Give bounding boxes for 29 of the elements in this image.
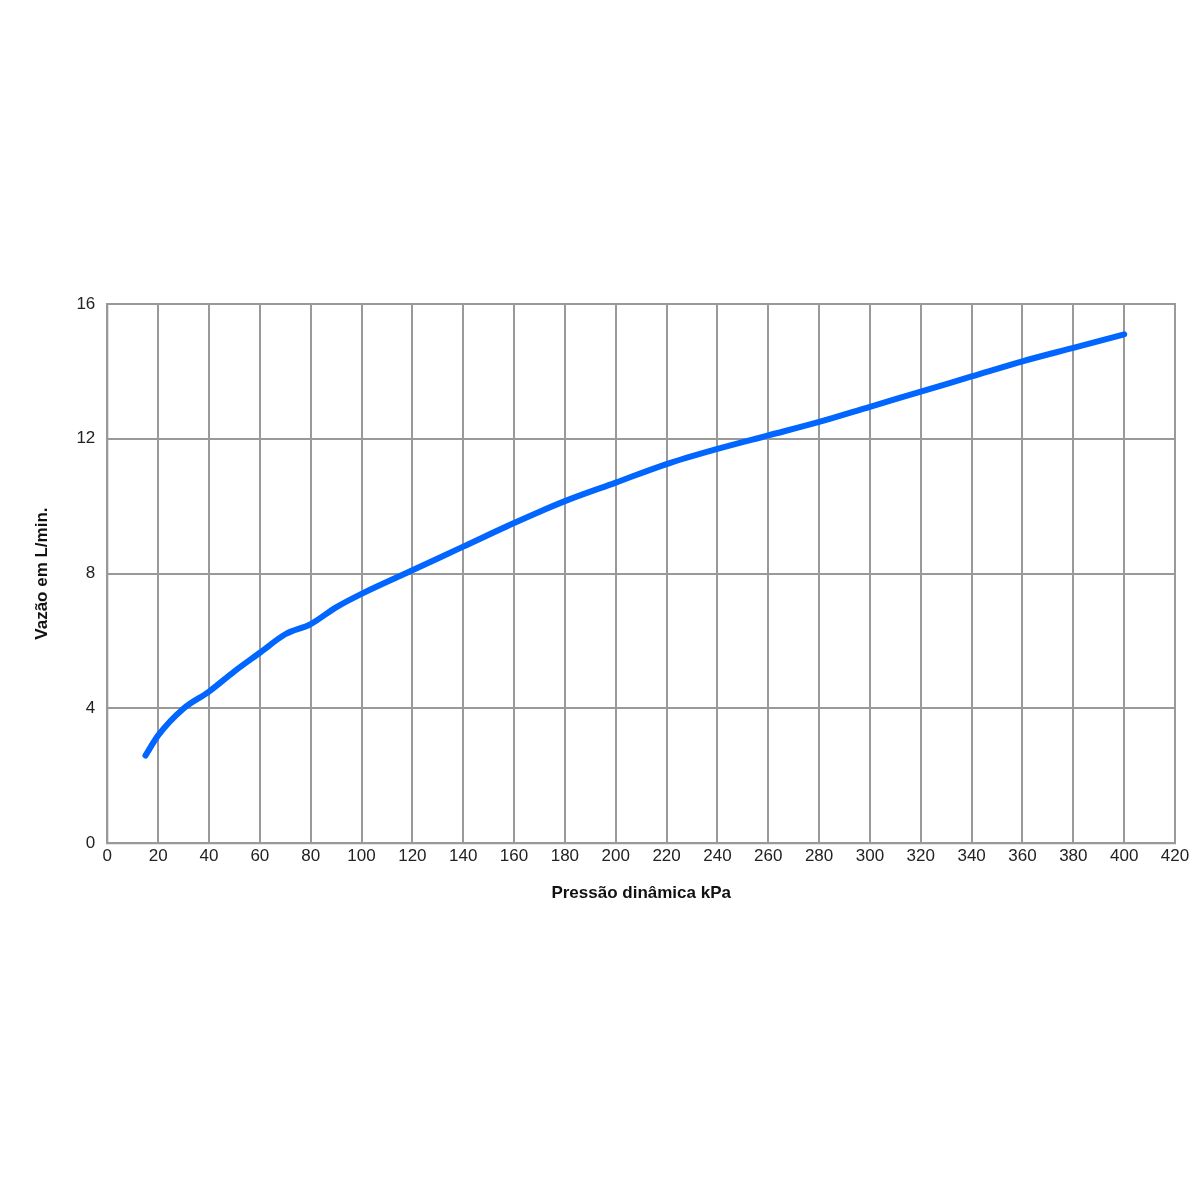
x-tick-label: 80 [301,846,321,866]
x-tick-label: 300 [855,846,885,866]
y-tick-label: 8 [85,563,96,583]
x-tick-label: 0 [102,846,113,866]
x-tick-label: 420 [1160,846,1190,866]
x-tick-label: 100 [347,846,376,866]
x-tick-label: 40 [199,846,219,866]
x-tick-label: 120 [398,846,427,866]
y-tick-label: 12 [76,428,96,448]
y-tick-label: 4 [85,698,96,718]
x-tick-label: 340 [957,846,986,866]
x-tick-label: 260 [754,846,783,866]
x-tick-label: 180 [550,846,580,866]
x-tick-label: 60 [250,846,270,866]
y-tick-label: 0 [85,832,96,852]
x-tick-label: 140 [449,846,478,866]
x-tick-label: 20 [148,846,168,866]
x-tick-label: 320 [906,846,935,866]
x-tick-label: 380 [1059,846,1088,866]
x-tick-label: 400 [1109,846,1139,866]
x-tick-label: 280 [804,846,834,866]
x-tick-label: 220 [652,846,681,866]
y-tick-label: 16 [76,293,96,313]
x-tick-label: 240 [703,846,732,866]
y-axis-title: Vazão em L/min. [31,507,51,640]
x-tick-label: 160 [499,846,529,866]
x-axis-title: Pressão dinâmica kPa [551,883,732,903]
x-tick-label: 360 [1008,846,1037,866]
x-tick-label: 200 [601,846,630,866]
